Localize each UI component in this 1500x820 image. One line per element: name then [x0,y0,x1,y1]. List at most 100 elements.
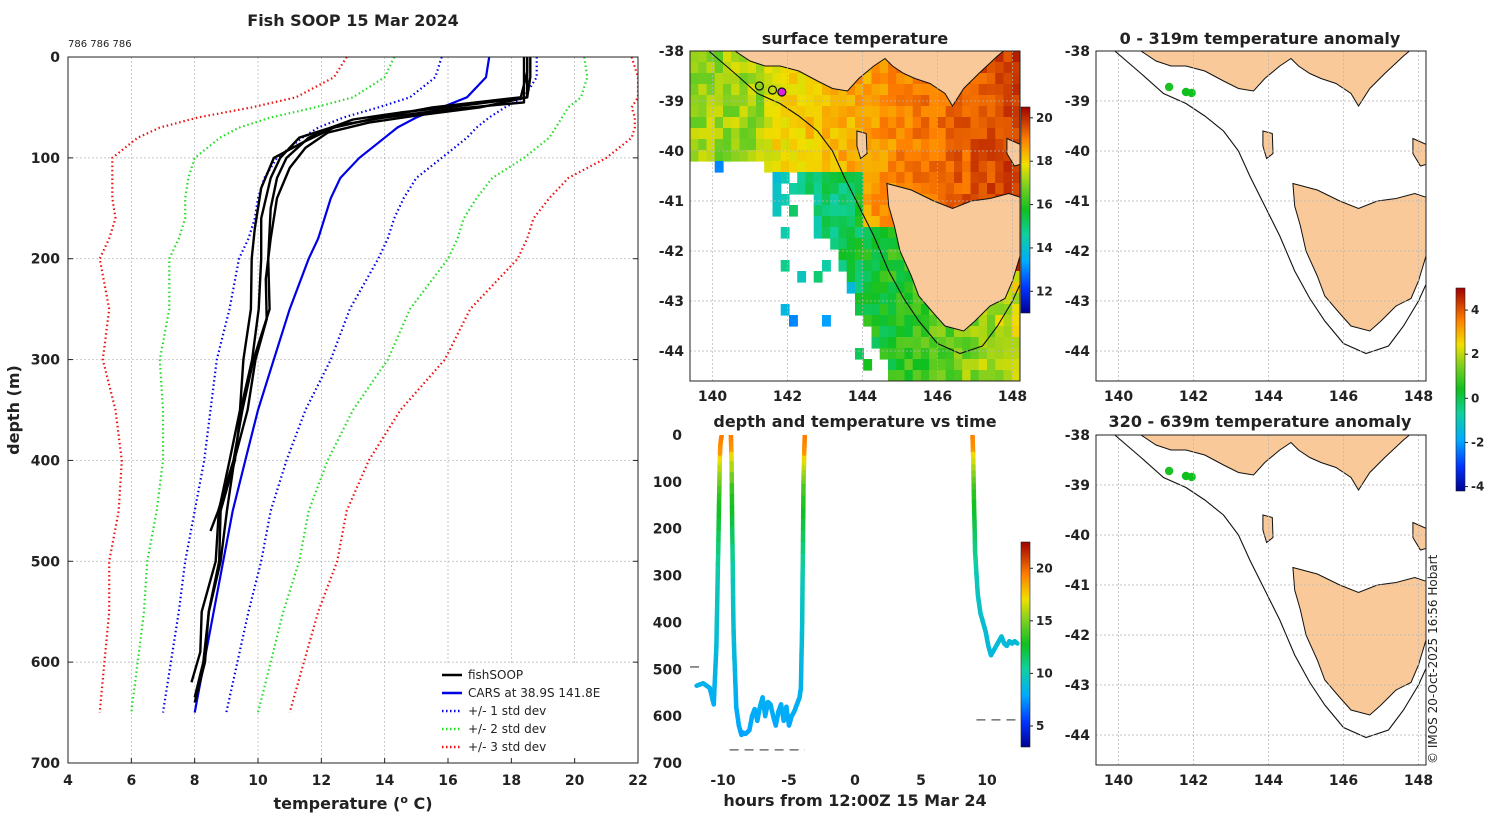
sst-cell [797,106,807,118]
sst-cell [871,161,881,173]
sst-cell [1003,348,1013,360]
sst-cell [830,194,840,206]
sst-cell [888,238,897,250]
sst-cell [830,238,840,250]
sst-cell [995,172,1005,184]
map-ytick-label: -42 [1065,628,1090,644]
profile-ytick-label: 0 [50,50,60,66]
sst-cell [896,282,906,294]
sst-cell [813,161,823,173]
sst-cell [714,117,724,129]
sst-cell [879,150,889,162]
sst-cell [970,84,980,96]
sst-map-ticks: 140 142 144 146 148 -38 -39 -40 -41 -42 -43 -44 [659,44,1027,405]
sst-cell [871,106,881,118]
sst-cell [756,106,765,118]
sst-cell [888,172,897,184]
sst-cell [780,161,790,173]
sst-cell [995,183,1005,195]
timeseries-xtick-label: 10 [977,773,997,789]
timeseries-colorbar-label: 5 [1036,719,1044,733]
sst-cell [912,183,922,195]
sst-cell [871,304,881,316]
map-xtick-label: 148 [1404,773,1433,789]
sst-cell [978,128,988,140]
sst-cell [978,348,988,360]
sst-cell [945,150,955,162]
profile-panel: Fish SOOP 15 Mar 2024 786 786 786 4 6 8 10 1… [4,11,648,813]
sst-cell [1020,359,1029,371]
sst-cell [797,150,807,162]
sst-cell [822,106,831,118]
timeseries-ytick-label: 600 [653,709,682,725]
map-ytick-label: -43 [659,294,684,310]
sst-cell [1020,73,1029,85]
map-xtick-label: 140 [1104,773,1133,789]
sst-cell [879,282,889,294]
sst-cell [830,172,840,184]
timeseries-ytick-label: 0 [672,428,682,444]
sst-cell [822,150,831,162]
sst-cell [863,128,873,140]
sst-cell [846,84,856,96]
sst-cell [978,337,988,349]
sst-cell [937,95,947,107]
sst-cell [945,128,955,140]
sst-cell [879,348,889,360]
sst-cell [978,183,988,195]
sst-cell [888,150,897,162]
sst-cell [805,150,815,162]
sst-cell [978,172,988,184]
profile-xtick-label: 20 [565,773,585,789]
sst-cell [904,128,914,140]
sst-cell [822,216,831,228]
sst-cell [879,216,889,228]
sst-cell [789,150,798,162]
sst-cell [912,172,922,184]
sst-cell [706,73,716,85]
sst-cell [945,370,955,381]
sst-cell [830,106,840,118]
map-ytick-label: -40 [659,144,685,160]
sst-cell [1003,84,1013,96]
sst-cell [1011,326,1020,338]
sst-cell [987,117,996,129]
sst-cell [978,370,988,381]
anomaly-lower-panel: 320 - 639m temperature anomaly 140 142 144… [1065,412,1433,789]
sst-cell [937,370,947,381]
sst-cell [921,128,930,140]
sst-cell [871,139,881,151]
sst-cell [978,359,988,371]
map-xtick-label: 148 [998,389,1027,405]
sst-cell [805,84,815,96]
sst-cell [921,370,930,381]
sst-cell [962,172,972,184]
sst-cell [764,62,774,74]
sst-map-panel: surface temperature 140 142 144 146 148 -38 -3… [659,29,1053,405]
sst-cell [797,84,807,96]
sst-cell [846,172,856,184]
sst-cell [921,117,930,129]
sst-cell [731,106,741,118]
sst-cell [805,183,815,195]
sst-cell [879,128,889,140]
sst-cell [945,117,955,129]
sst-cell [921,139,930,151]
sst-cell [863,216,873,228]
timeseries-xtick-label: -10 [710,773,736,789]
shelf-contour-line [1114,435,1426,739]
sst-cell [756,117,765,129]
sst-cell [797,139,807,151]
sst-cell [846,161,856,173]
sst-cell [905,381,914,393]
sst-cell [723,51,732,63]
sst-cell [904,282,914,294]
sst-cell [772,205,782,217]
sst-cell [888,260,897,272]
sst-cell [846,282,856,294]
anomaly-upper-content [1096,51,1426,381]
profile-xtick-label: 14 [375,773,395,789]
sst-cell [714,106,724,118]
map-ytick-label: -38 [1065,428,1090,444]
sst-cell [772,139,782,151]
